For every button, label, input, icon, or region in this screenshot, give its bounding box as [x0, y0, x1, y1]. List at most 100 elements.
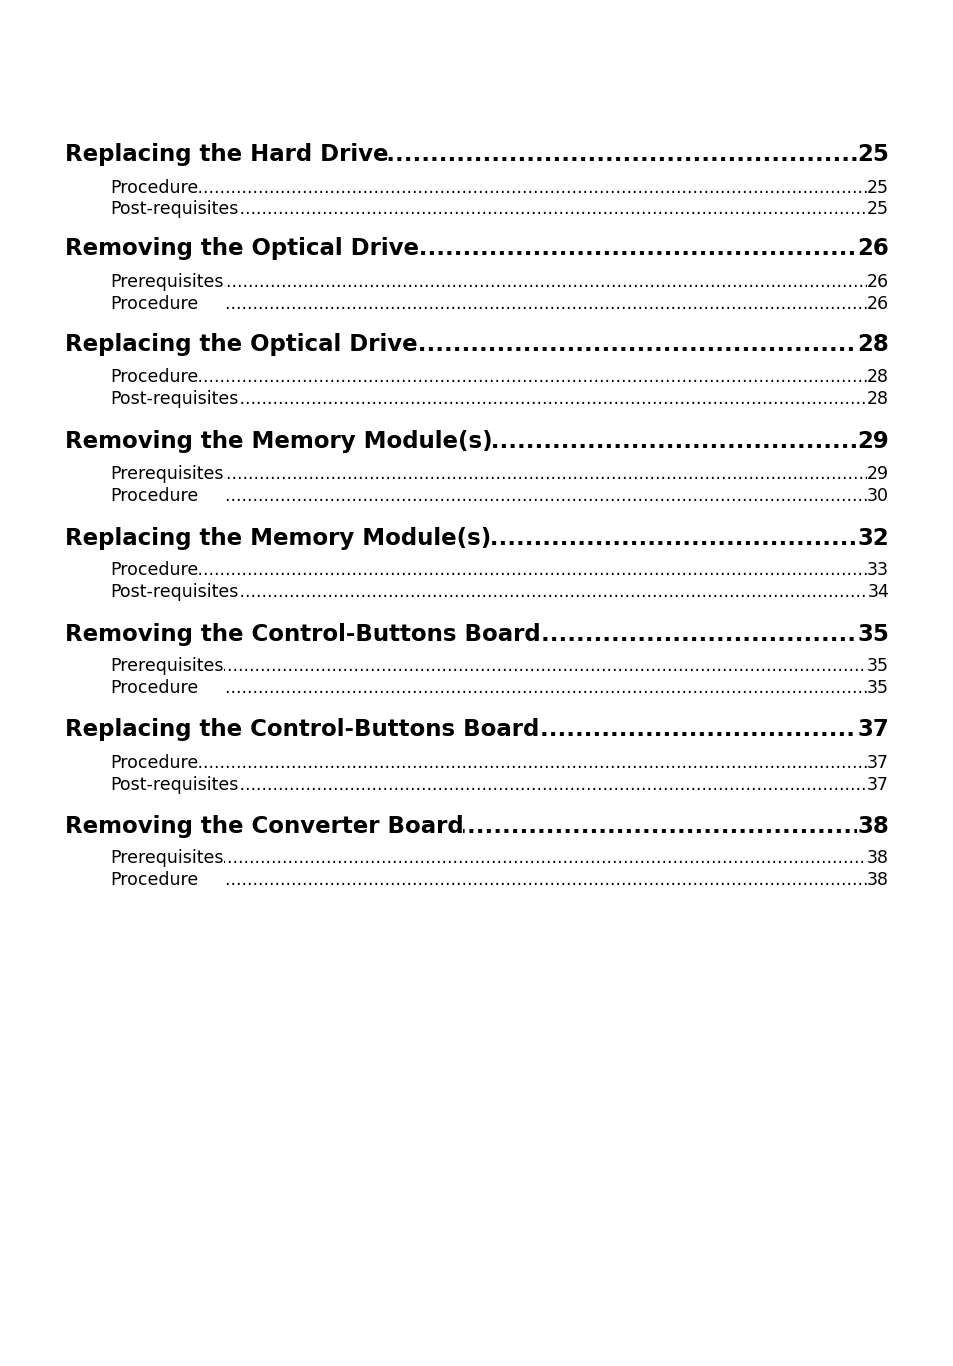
Text: 25: 25 [866, 201, 888, 219]
Text: Replacing the Memory Module(s): Replacing the Memory Module(s) [65, 527, 491, 550]
Text: 25: 25 [857, 143, 888, 167]
Text: 35: 35 [866, 657, 888, 675]
Text: 35: 35 [857, 623, 888, 646]
Text: Procedure: Procedure [111, 369, 199, 387]
Text: ................................................................................: ........................................… [0, 430, 953, 454]
FancyBboxPatch shape [0, 485, 199, 526]
FancyBboxPatch shape [866, 581, 953, 622]
FancyBboxPatch shape [866, 869, 953, 910]
FancyBboxPatch shape [866, 751, 953, 792]
Text: Prerequisites: Prerequisites [111, 273, 224, 291]
FancyBboxPatch shape [866, 485, 953, 526]
Text: 37: 37 [866, 776, 888, 794]
Text: 37: 37 [857, 719, 888, 742]
Text: 28: 28 [866, 391, 888, 408]
FancyBboxPatch shape [0, 529, 491, 570]
FancyBboxPatch shape [866, 176, 953, 217]
FancyBboxPatch shape [866, 847, 953, 888]
Text: ................................................................................: ........................................… [0, 238, 953, 261]
Text: 37: 37 [866, 754, 888, 772]
Text: Replacing the Control-Buttons Board: Replacing the Control-Buttons Board [65, 719, 538, 742]
FancyBboxPatch shape [0, 292, 199, 333]
Text: Removing the Converter Board: Removing the Converter Board [65, 816, 463, 839]
FancyBboxPatch shape [0, 388, 239, 429]
Text: Removing the Memory Module(s): Removing the Memory Module(s) [65, 430, 492, 454]
FancyBboxPatch shape [866, 270, 953, 311]
Text: Replacing the Hard Drive: Replacing the Hard Drive [65, 143, 388, 167]
Text: Procedure: Procedure [111, 488, 199, 505]
Text: ................................................................................: ........................................… [0, 333, 953, 357]
FancyBboxPatch shape [0, 270, 224, 311]
Text: Prerequisites: Prerequisites [111, 850, 224, 867]
FancyBboxPatch shape [857, 239, 953, 280]
FancyBboxPatch shape [0, 239, 418, 280]
Text: Prerequisites: Prerequisites [111, 466, 224, 484]
Text: ................................................................................: ........................................… [0, 719, 953, 742]
FancyBboxPatch shape [0, 432, 492, 473]
Text: ................................................................................: ........................................… [0, 679, 953, 697]
Text: 34: 34 [866, 583, 888, 601]
FancyBboxPatch shape [0, 176, 199, 217]
Text: Post-requisites: Post-requisites [111, 391, 239, 408]
FancyBboxPatch shape [857, 529, 953, 570]
FancyBboxPatch shape [0, 654, 224, 695]
FancyBboxPatch shape [0, 773, 239, 814]
FancyBboxPatch shape [866, 198, 953, 239]
Text: ................................................................................: ........................................… [0, 369, 953, 387]
Text: 29: 29 [866, 466, 888, 484]
FancyBboxPatch shape [0, 624, 540, 665]
Text: ................................................................................: ........................................… [0, 583, 953, 601]
FancyBboxPatch shape [0, 676, 199, 717]
Text: 30: 30 [866, 488, 888, 505]
Text: ................................................................................: ........................................… [0, 657, 953, 675]
FancyBboxPatch shape [0, 366, 199, 407]
Text: ................................................................................: ........................................… [0, 466, 953, 484]
FancyBboxPatch shape [0, 145, 388, 186]
Text: 25: 25 [866, 179, 888, 197]
FancyBboxPatch shape [866, 463, 953, 504]
Text: ................................................................................: ........................................… [0, 201, 953, 219]
Text: 38: 38 [866, 872, 888, 889]
Text: ................................................................................: ........................................… [0, 754, 953, 772]
FancyBboxPatch shape [857, 817, 953, 858]
Text: Procedure: Procedure [111, 754, 199, 772]
FancyBboxPatch shape [0, 817, 463, 858]
FancyBboxPatch shape [857, 145, 953, 186]
Text: 26: 26 [866, 295, 888, 313]
Text: Removing the Optical Drive: Removing the Optical Drive [65, 238, 418, 261]
Text: Removing the Control-Buttons Board: Removing the Control-Buttons Board [65, 623, 540, 646]
FancyBboxPatch shape [866, 366, 953, 407]
FancyBboxPatch shape [857, 335, 953, 376]
FancyBboxPatch shape [0, 581, 239, 622]
FancyBboxPatch shape [0, 847, 224, 888]
Text: ................................................................................: ........................................… [0, 776, 953, 794]
FancyBboxPatch shape [0, 751, 199, 792]
Text: Procedure: Procedure [111, 179, 199, 197]
Text: ................................................................................: ........................................… [0, 816, 953, 839]
Text: ................................................................................: ........................................… [0, 179, 953, 197]
Text: Post-requisites: Post-requisites [111, 583, 239, 601]
FancyBboxPatch shape [866, 773, 953, 814]
Text: Post-requisites: Post-requisites [111, 201, 239, 219]
Text: 33: 33 [866, 561, 888, 579]
FancyBboxPatch shape [0, 463, 224, 504]
Text: ................................................................................: ........................................… [0, 143, 953, 167]
Text: ................................................................................: ........................................… [0, 850, 953, 867]
Text: Procedure: Procedure [111, 561, 199, 579]
Text: ................................................................................: ........................................… [0, 527, 953, 550]
Text: Replacing the Optical Drive: Replacing the Optical Drive [65, 333, 417, 357]
FancyBboxPatch shape [857, 624, 953, 665]
FancyBboxPatch shape [866, 559, 953, 600]
Text: ................................................................................: ........................................… [0, 488, 953, 505]
FancyBboxPatch shape [0, 720, 538, 761]
Text: 28: 28 [866, 369, 888, 387]
Text: ................................................................................: ........................................… [0, 295, 953, 313]
Text: ................................................................................: ........................................… [0, 872, 953, 889]
Text: 38: 38 [857, 816, 888, 839]
Text: 32: 32 [857, 527, 888, 550]
FancyBboxPatch shape [866, 676, 953, 717]
FancyBboxPatch shape [866, 292, 953, 333]
FancyBboxPatch shape [0, 198, 239, 239]
Text: 35: 35 [866, 679, 888, 697]
FancyBboxPatch shape [0, 335, 417, 376]
